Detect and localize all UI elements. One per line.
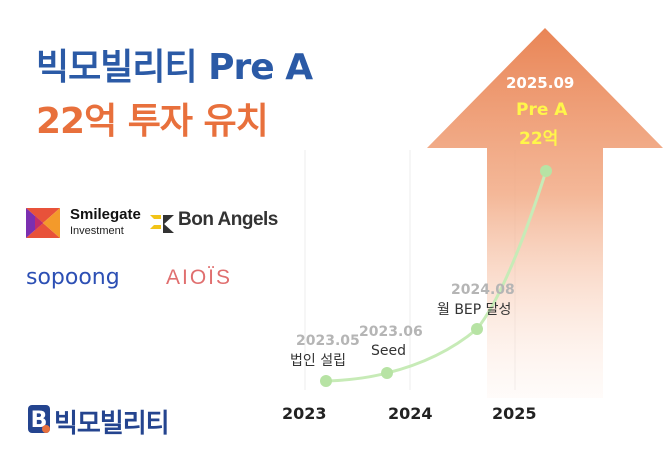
point-2024-08 xyxy=(471,323,483,335)
aiois-logo: AIOÏS xyxy=(166,266,232,290)
point-2023-06 xyxy=(381,367,393,379)
highlight-round: Pre A xyxy=(516,100,567,120)
brand-name: 빅모빌리티 xyxy=(54,403,169,440)
brand-mark-icon: B xyxy=(28,405,52,435)
brand-logo: B 빅모빌리티 xyxy=(28,402,188,436)
smilegate-sub: Investment xyxy=(70,225,124,237)
milestone-event: 법인 설립 xyxy=(290,350,346,370)
smilegate-logo: Smilegate Investment xyxy=(26,206,156,238)
year-label: 2025 xyxy=(492,404,537,423)
point-2023-05 xyxy=(320,375,332,387)
year-label: 2024 xyxy=(388,404,433,423)
smilegate-name: Smilegate xyxy=(70,206,141,223)
milestone-date: 2023.06 xyxy=(359,324,423,340)
sopoong-logo: sopoong xyxy=(26,265,120,290)
smilegate-mark-icon xyxy=(26,208,60,238)
bon-angels-name: Bon Angels xyxy=(178,209,278,231)
milestone-event: Seed xyxy=(371,343,406,359)
milestone-date: 2024.08 xyxy=(451,282,515,298)
highlight-date: 2025.09 xyxy=(506,74,574,92)
milestone-event: 월 BEP 달성 xyxy=(437,299,511,319)
year-label: 2023 xyxy=(282,404,327,423)
milestone-date: 2023.05 xyxy=(296,333,360,349)
point-2025-09 xyxy=(540,165,552,177)
bon-angels-mark-icon xyxy=(150,211,174,233)
highlight-amount: 22억 xyxy=(519,124,558,149)
bon-angels-logo: Bon Angels xyxy=(150,208,280,236)
